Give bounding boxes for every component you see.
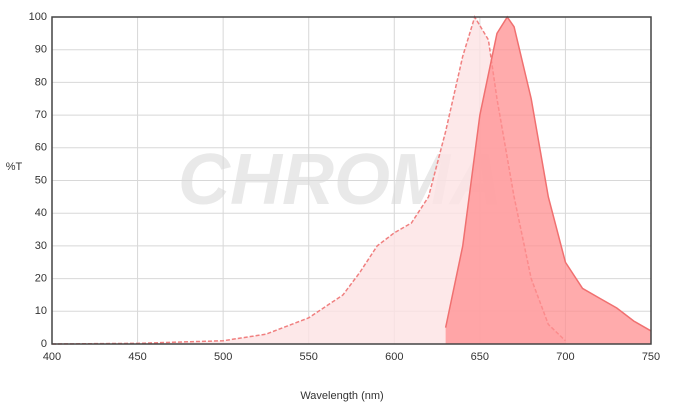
x-tick-label: 400 xyxy=(43,351,61,363)
x-tick-label: 650 xyxy=(471,351,489,363)
y-tick-label: 80 xyxy=(35,76,47,88)
y-tick-label: 70 xyxy=(35,109,47,121)
y-tick-label: 10 xyxy=(35,305,47,317)
x-tick-label: 500 xyxy=(214,351,232,363)
area-fill xyxy=(52,17,566,344)
y-tick-label: 50 xyxy=(35,174,47,186)
y-tick-label: 90 xyxy=(35,44,47,56)
x-tick-label: 700 xyxy=(556,351,574,363)
y-axis-label: %T xyxy=(6,161,23,173)
y-tick-label: 100 xyxy=(29,11,47,23)
y-tick-label: 60 xyxy=(35,142,47,154)
y-tick-label: 40 xyxy=(35,207,47,219)
y-tick-label: 0 xyxy=(41,338,47,350)
x-axis-label: Wavelength (nm) xyxy=(300,390,383,402)
x-tick-label: 550 xyxy=(300,351,318,363)
x-tick-label: 450 xyxy=(128,351,146,363)
y-tick-label: 20 xyxy=(35,273,47,285)
line xyxy=(444,15,652,332)
area-fill xyxy=(445,17,651,344)
plot-frame xyxy=(51,16,652,345)
x-tick-label: 750 xyxy=(642,351,660,363)
x-tick-label: 600 xyxy=(385,351,403,363)
y-tick-label: 30 xyxy=(35,240,47,252)
